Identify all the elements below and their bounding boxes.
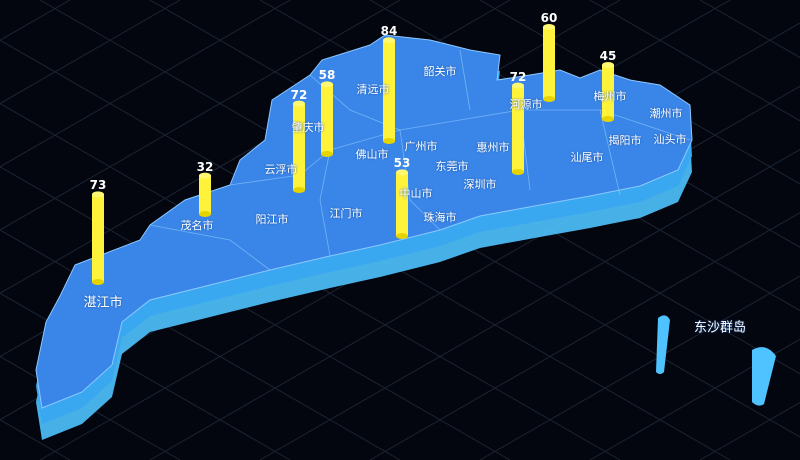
bar-top <box>543 24 555 30</box>
grid-line <box>0 0 181 105</box>
bar-base <box>396 233 408 239</box>
grid-line <box>0 0 291 168</box>
city-label: 江门市 <box>329 207 363 220</box>
bar-body <box>199 175 211 214</box>
bar-top <box>383 37 395 44</box>
city-label: 惠州市 <box>476 141 510 154</box>
grid-line <box>259 148 800 460</box>
grid-line <box>589 338 800 460</box>
district-border <box>599 109 621 196</box>
bar-清远市[interactable] <box>383 37 395 144</box>
bar-value-label: 73 <box>89 178 107 193</box>
city-label: 东莞市 <box>435 160 469 173</box>
city-label: 深圳市 <box>463 178 497 191</box>
bar-value-label: 53 <box>393 156 411 171</box>
city-label: 韶关市 <box>423 65 457 78</box>
bar-body <box>383 40 395 142</box>
bar-value-label: 72 <box>509 69 527 84</box>
bar-湛江市[interactable] <box>92 191 104 285</box>
district-border <box>319 149 331 257</box>
city-label: 东沙群岛 <box>693 320 747 336</box>
bar-base <box>543 96 555 102</box>
grid-line <box>479 275 800 460</box>
bar-base <box>512 169 524 175</box>
city-label: 广州市 <box>404 140 438 153</box>
bar-body <box>396 172 408 236</box>
grid-line <box>589 0 800 122</box>
district-border <box>459 49 471 111</box>
city-label: 中山市 <box>399 187 433 200</box>
bar-value-label: 58 <box>318 68 336 83</box>
bar-肇庆市[interactable] <box>321 81 333 157</box>
bar-body <box>602 65 614 119</box>
grid-line <box>699 0 800 59</box>
city-label: 梅州市 <box>593 90 627 103</box>
bar-惠州市[interactable] <box>512 82 524 175</box>
bar-value-label: 60 <box>540 11 558 25</box>
city-label: 肇庆市 <box>291 121 325 134</box>
bar-value-label: 84 <box>380 24 398 39</box>
grid-line <box>699 401 800 460</box>
bar-top <box>92 191 104 198</box>
grid-line <box>0 0 401 231</box>
bar-base <box>383 138 395 144</box>
grid-line <box>369 212 800 460</box>
bar-top <box>293 100 305 107</box>
city-label: 茂名市 <box>180 219 214 232</box>
bar-茂名市[interactable] <box>199 172 211 217</box>
bar-base <box>602 116 614 122</box>
bar-body <box>92 194 104 282</box>
city-label: 汕尾市 <box>570 151 604 164</box>
bar-value-label: 45 <box>599 49 617 63</box>
bar-河源市[interactable] <box>543 24 555 102</box>
bar-云浮市[interactable] <box>293 100 305 193</box>
city-label: 湛江市 <box>83 295 123 311</box>
dongsha-island <box>656 315 670 374</box>
bar-top <box>512 82 524 89</box>
bar-top <box>602 62 614 68</box>
city-label: 汕头市 <box>653 133 687 146</box>
bar-value-label: 72 <box>290 87 308 102</box>
district-border <box>149 224 271 271</box>
bar-base <box>321 151 333 157</box>
guangdong-map[interactable] <box>35 34 776 440</box>
bar-body <box>321 84 333 154</box>
grid-line <box>0 229 401 460</box>
bar-梅州市[interactable] <box>602 62 614 122</box>
city-label: 清远市 <box>356 83 390 96</box>
bar-top <box>396 169 408 176</box>
city-label: 珠海市 <box>423 211 457 224</box>
bar-body <box>512 85 524 172</box>
city-label: 阳江市 <box>255 213 289 226</box>
bar-body <box>543 27 555 99</box>
district-border <box>399 129 441 231</box>
city-label: 河源市 <box>509 98 543 111</box>
city-label: 揭阳市 <box>608 134 642 147</box>
bar-top <box>321 81 333 88</box>
bar-中山市[interactable] <box>396 169 408 239</box>
bar-layer <box>92 24 614 285</box>
map-surface[interactable] <box>35 34 693 409</box>
bar-base <box>199 211 211 217</box>
grid-line <box>0 292 291 460</box>
bar-top <box>199 172 211 179</box>
bar-value-label: 32 <box>196 159 214 174</box>
city-label: 潮州市 <box>649 107 683 120</box>
bar-base <box>293 187 305 193</box>
bar-base <box>92 279 104 285</box>
city-label: 佛山市 <box>355 148 389 161</box>
dongsha-island <box>752 347 776 406</box>
city-label: 云浮市 <box>264 163 298 176</box>
bar-body <box>293 103 305 190</box>
